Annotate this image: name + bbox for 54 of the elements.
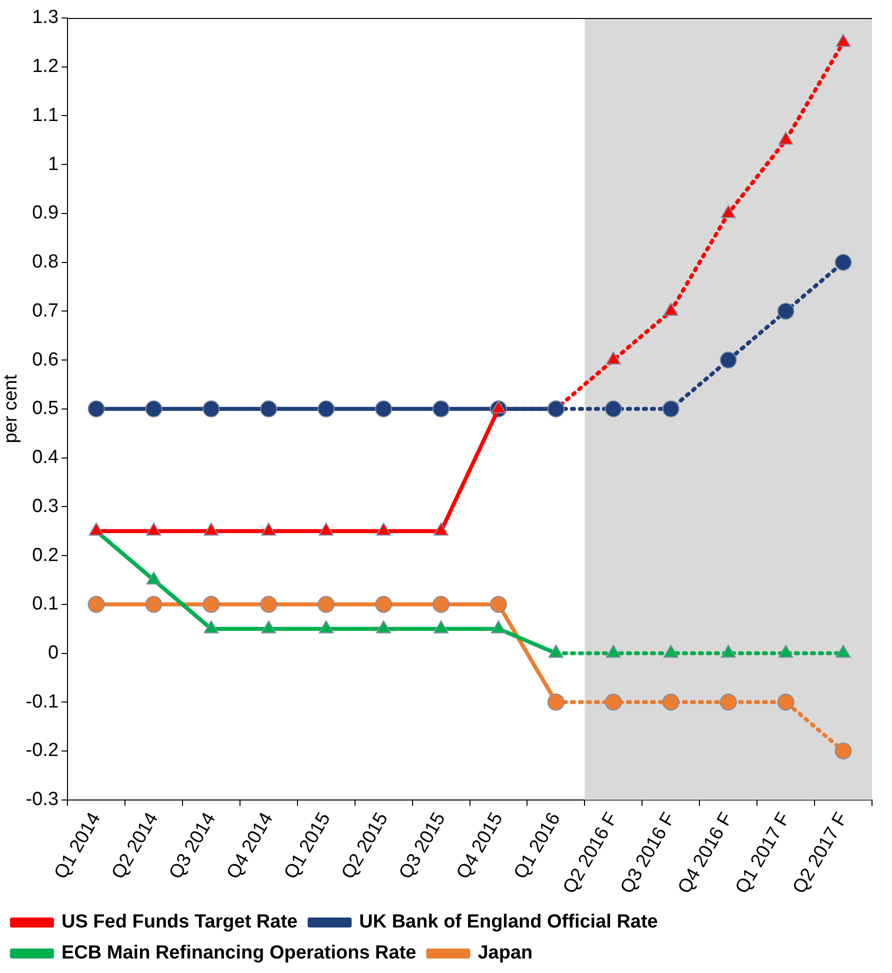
point — [202, 596, 220, 613]
point — [663, 302, 678, 316]
y-tick-label: 1 — [48, 154, 59, 175]
y-tick-label: 0.1 — [32, 594, 59, 615]
point — [88, 400, 105, 418]
point — [260, 596, 278, 613]
point — [720, 204, 736, 218]
y-tick-label: 0.7 — [32, 300, 59, 322]
point — [777, 694, 794, 711]
point — [432, 400, 450, 418]
point — [834, 254, 852, 271]
point — [88, 596, 105, 613]
point — [547, 400, 564, 418]
y-tick-label: 0.2 — [32, 544, 59, 566]
point — [547, 694, 564, 711]
point — [836, 34, 851, 47]
point — [375, 596, 392, 613]
y-tick-label: 0.6 — [32, 349, 59, 370]
point — [777, 302, 794, 320]
point — [490, 596, 507, 613]
legend-label: UK Bank of England Official Rate — [359, 912, 658, 933]
point — [318, 596, 335, 613]
y-tick-label: 1.3 — [32, 7, 59, 28]
legend-label: ECB Main Refinancing Operations Rate — [62, 942, 416, 964]
point — [604, 694, 622, 711]
point — [606, 352, 621, 365]
y-axis-title: per cent — [0, 374, 22, 444]
point — [662, 400, 680, 418]
y-tick-label: 0 — [48, 642, 59, 664]
y-tick-label: -0.3 — [26, 789, 59, 810]
y-tick-label: 0.3 — [32, 496, 59, 517]
point — [604, 400, 622, 418]
y-tick-label: 1.1 — [32, 104, 59, 126]
point — [202, 400, 220, 418]
point — [260, 400, 278, 418]
y-tick-label: 1.2 — [32, 56, 59, 78]
y-tick-label: -0.2 — [26, 740, 59, 762]
y-tick-label: 0.8 — [32, 252, 59, 273]
point — [145, 400, 162, 418]
y-tick-label: 0.4 — [32, 447, 59, 468]
point — [145, 596, 162, 613]
point — [720, 694, 737, 711]
point — [834, 742, 852, 760]
point — [375, 400, 392, 418]
point — [432, 596, 450, 613]
legend-label: US Fed Funds Target Rate — [62, 912, 298, 933]
y-tick-label: 0.9 — [32, 202, 59, 224]
y-tick-label: 0.5 — [32, 398, 59, 420]
point — [720, 352, 737, 369]
y-tick-label: -0.1 — [26, 691, 59, 712]
point — [318, 400, 335, 418]
point — [778, 132, 794, 145]
point — [662, 694, 680, 711]
legend-label: Japan — [478, 942, 533, 964]
